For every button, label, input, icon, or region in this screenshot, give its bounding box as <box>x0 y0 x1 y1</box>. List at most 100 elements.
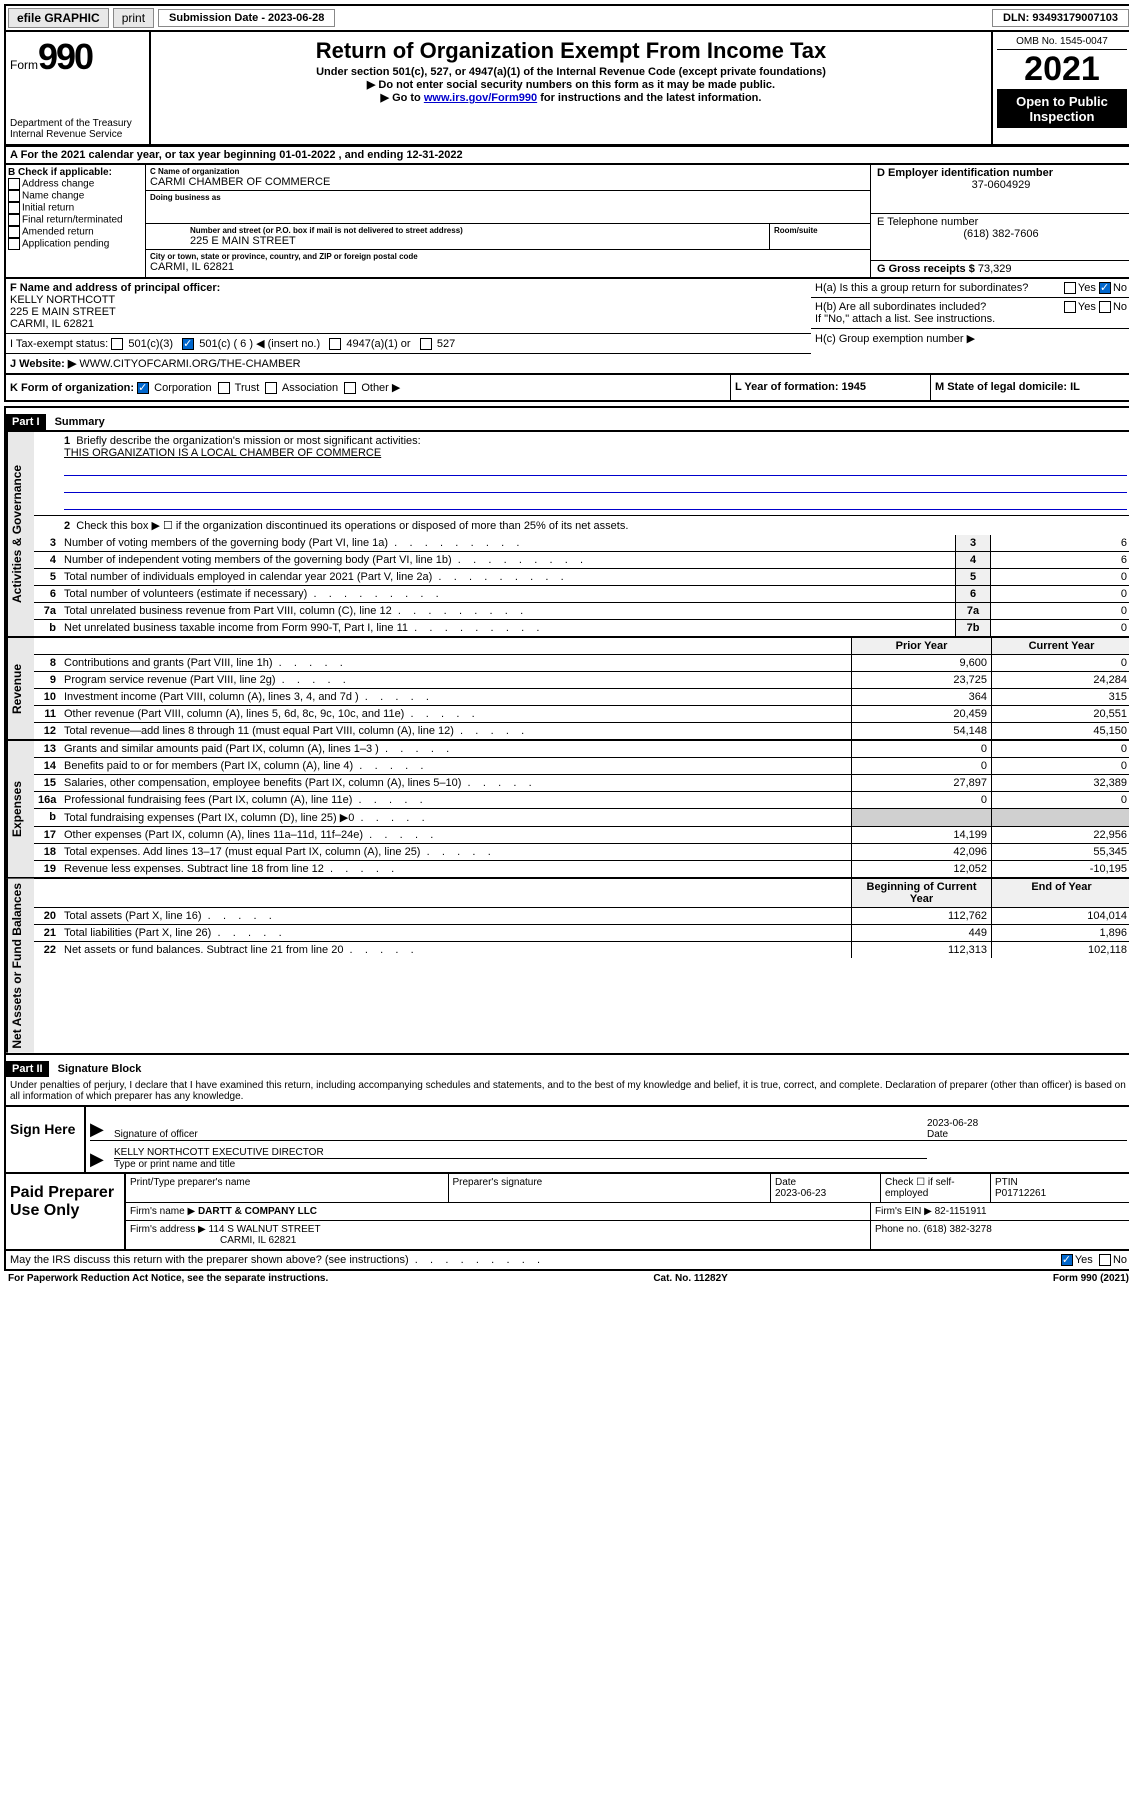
form-title: Return of Organization Exempt From Incom… <box>155 38 987 64</box>
firm-phone: Phone no. (618) 382-3278 <box>871 1221 1129 1249</box>
top-bar: efile GRAPHIC print Submission Date - 20… <box>4 4 1129 32</box>
cb-initial[interactable]: Initial return <box>8 202 143 214</box>
boy-header: Beginning of Current Year <box>851 879 991 907</box>
cb-final[interactable]: Final return/terminated <box>8 214 143 226</box>
l-year-formation: L Year of formation: 1945 <box>731 375 931 400</box>
row-13: 13Grants and similar amounts paid (Part … <box>34 741 1129 758</box>
row-15: 15Salaries, other compensation, employee… <box>34 775 1129 792</box>
open-public-badge: Open to Public Inspection <box>997 90 1127 128</box>
gov-row-7a: 7aTotal unrelated business revenue from … <box>34 603 1129 620</box>
row-12: 12Total revenue—add lines 8 through 11 (… <box>34 723 1129 739</box>
cb-corp[interactable] <box>137 382 149 394</box>
line-1: 1 Briefly describe the organization's mi… <box>34 432 1129 516</box>
form-note-link: ▶ Go to www.irs.gov/Form990 for instruct… <box>155 91 987 104</box>
cb-hb-no[interactable] <box>1099 301 1111 313</box>
print-button[interactable]: print <box>113 8 154 28</box>
cb-hb-yes[interactable] <box>1064 301 1076 313</box>
dln-label: DLN: 93493179007103 <box>992 9 1129 27</box>
cb-discuss-no[interactable] <box>1099 1254 1111 1266</box>
cb-assoc[interactable] <box>265 382 277 394</box>
sign-here-block: Sign Here ▶ Signature of officer 2023-06… <box>4 1107 1129 1174</box>
cb-4947[interactable] <box>329 338 341 350</box>
street-address: 225 E MAIN STREET <box>190 235 765 247</box>
cb-name[interactable]: Name change <box>8 190 143 202</box>
hc-exemption: H(c) Group exemption number ▶ <box>811 329 1129 348</box>
e-label: E Telephone number <box>877 216 1125 228</box>
room-label: Room/suite <box>774 226 866 235</box>
city-label: City or town, state or province, country… <box>150 252 866 261</box>
dba-label: Doing business as <box>150 193 866 202</box>
cb-trust[interactable] <box>218 382 230 394</box>
telephone: (618) 382-7606 <box>877 228 1125 240</box>
b-label: B Check if applicable: <box>8 167 143 178</box>
hb-subordinates: H(b) Are all subordinates included? Yes … <box>811 298 1129 329</box>
cb-501c3[interactable] <box>111 338 123 350</box>
expenses-section: Expenses 13Grants and similar amounts pa… <box>4 741 1129 879</box>
net-tab: Net Assets or Fund Balances <box>6 879 34 1053</box>
website-url: WWW.CITYOFCARMI.ORG/THE-CHAMBER <box>79 358 300 370</box>
prep-self-employed: Check ☐ if self-employed <box>881 1174 991 1202</box>
gross-receipts: 73,329 <box>978 263 1012 275</box>
form-word: Form <box>10 58 38 72</box>
submission-date: Submission Date - 2023-06-28 <box>158 9 335 27</box>
row-22: 22Net assets or fund balances. Subtract … <box>34 942 1129 958</box>
row-17: 17Other expenses (Part IX, column (A), l… <box>34 827 1129 844</box>
cb-ha-yes[interactable] <box>1064 282 1076 294</box>
part2-label: Part II <box>6 1061 49 1077</box>
omb-number: OMB No. 1545-0047 <box>997 36 1127 50</box>
gov-row-3: 3Number of voting members of the governi… <box>34 535 1129 552</box>
cb-pending[interactable]: Application pending <box>8 238 143 250</box>
firm-ein: Firm's EIN ▶ 82-1151911 <box>871 1203 1129 1220</box>
addr-label: Number and street (or P.O. box if mail i… <box>190 226 765 235</box>
cb-other[interactable] <box>344 382 356 394</box>
form-note-ssn: ▶ Do not enter social security numbers o… <box>155 78 987 91</box>
rev-tab: Revenue <box>6 638 34 739</box>
part1-label: Part I <box>6 414 46 430</box>
section-f-h: F Name and address of principal officer:… <box>4 279 1129 374</box>
row-19: 19Revenue less expenses. Subtract line 1… <box>34 861 1129 877</box>
g-label: G Gross receipts $ <box>877 263 975 275</box>
sig-date-label: Date <box>927 1129 1127 1140</box>
paperwork-notice: For Paperwork Reduction Act Notice, see … <box>8 1273 328 1284</box>
prep-date: Date2023-06-23 <box>771 1174 881 1202</box>
footer: For Paperwork Reduction Act Notice, see … <box>4 1271 1129 1286</box>
efile-label: efile GRAPHIC <box>8 8 109 28</box>
eoy-header: End of Year <box>991 879 1129 907</box>
section-k-l-m: K Form of organization: Corporation Trus… <box>4 374 1129 402</box>
form-ref: Form 990 (2021) <box>1053 1273 1129 1284</box>
gov-row-7b: bNet unrelated business taxable income f… <box>34 620 1129 636</box>
form-subtitle: Under section 501(c), 527, or 4947(a)(1)… <box>155 66 987 78</box>
cb-527[interactable] <box>420 338 432 350</box>
firm-name: Firm's name ▶ DARTT & COMPANY LLC <box>126 1203 871 1220</box>
prep-ptin: PTINP01712261 <box>991 1174 1129 1202</box>
row-20: 20Total assets (Part X, line 16)112,7621… <box>34 908 1129 925</box>
row-10: 10Investment income (Part VIII, column (… <box>34 689 1129 706</box>
c-label: C Name of organization <box>150 167 866 176</box>
cb-discuss-yes[interactable] <box>1061 1254 1073 1266</box>
line-2: 2 Check this box ▶ ☐ if the organization… <box>34 516 1129 535</box>
current-year-header: Current Year <box>991 638 1129 654</box>
cb-ha-no[interactable] <box>1099 282 1111 294</box>
irs-link[interactable]: www.irs.gov/Form990 <box>424 92 537 104</box>
row-14: 14Benefits paid to or for members (Part … <box>34 758 1129 775</box>
form-header: Form990 Department of the Treasury Inter… <box>4 32 1129 146</box>
gov-row-4: 4Number of independent voting members of… <box>34 552 1129 569</box>
sig-arrow-icon: ▶ <box>90 1119 114 1140</box>
ha-group-return: H(a) Is this a group return for subordin… <box>811 279 1129 298</box>
row-9: 9Program service revenue (Part VIII, lin… <box>34 672 1129 689</box>
section-b-g: B Check if applicable: Address change Na… <box>4 165 1129 279</box>
net-assets-section: Net Assets or Fund Balances Beginning of… <box>4 879 1129 1055</box>
gov-row-6: 6Total number of volunteers (estimate if… <box>34 586 1129 603</box>
officer-name-title: KELLY NORTHCOTT EXECUTIVE DIRECTOR <box>114 1147 927 1159</box>
cb-address[interactable]: Address change <box>8 178 143 190</box>
prior-year-header: Prior Year <box>851 638 991 654</box>
cb-501c[interactable] <box>182 338 194 350</box>
dept-treasury: Department of the Treasury <box>10 118 145 129</box>
cb-amended[interactable]: Amended return <box>8 226 143 238</box>
paid-preparer-label: Paid Preparer Use Only <box>6 1174 126 1249</box>
col-headers-rev: Prior Year Current Year <box>34 638 1129 655</box>
line-a: A For the 2021 calendar year, or tax yea… <box>4 146 1129 165</box>
f-officer: F Name and address of principal officer:… <box>6 279 811 334</box>
form-number: 990 <box>38 36 92 77</box>
city-state-zip: CARMI, IL 62821 <box>150 261 866 273</box>
